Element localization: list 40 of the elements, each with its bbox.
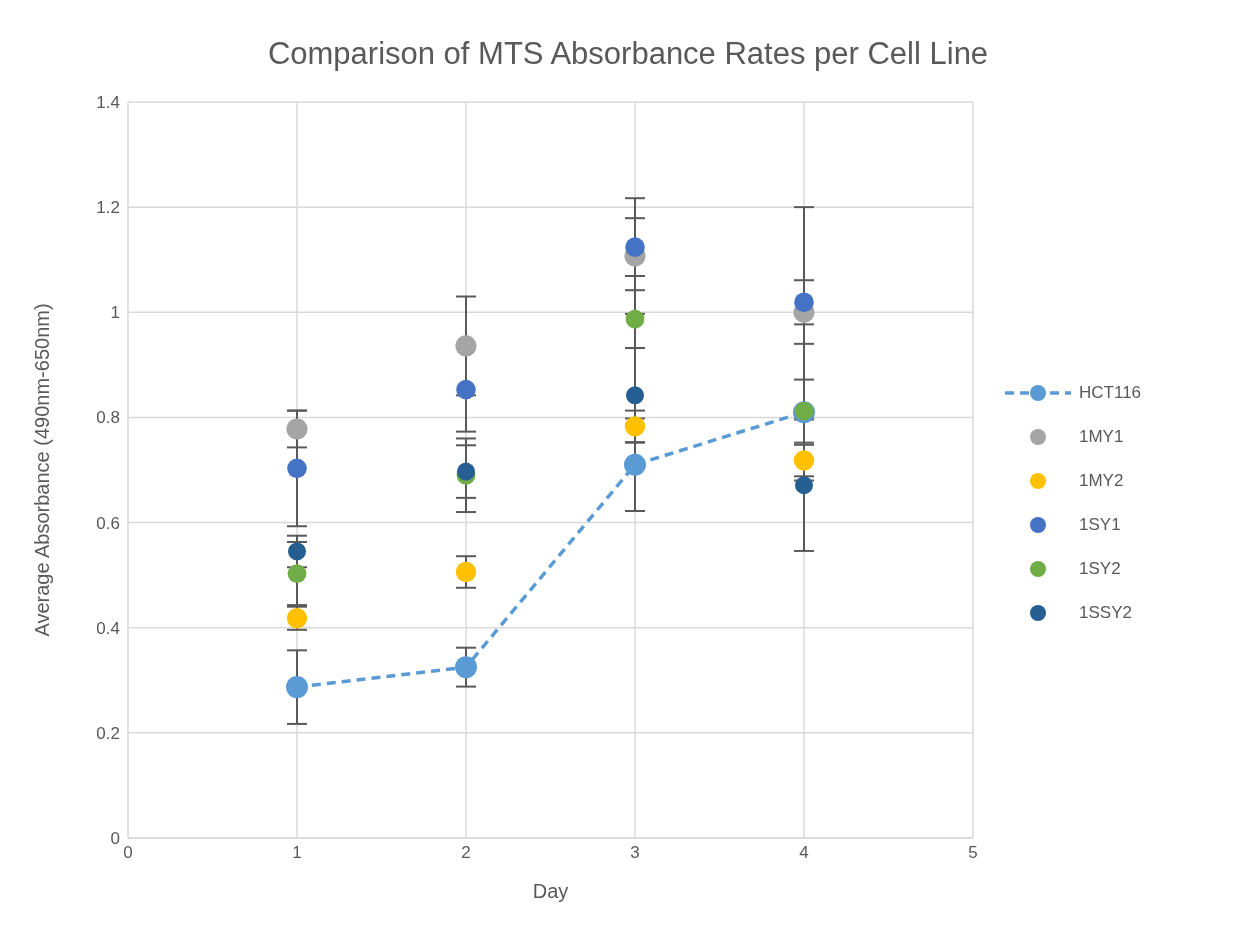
point [456,379,476,400]
point [625,237,645,257]
legend-label: 1SSY2 [1079,603,1132,623]
y-axis-title: Average Absorbance (490nm-650nm) [31,303,54,637]
point [455,561,477,583]
x-tick-label: 5 [968,843,978,863]
point [795,476,813,495]
y-tick-label: 1 [110,303,120,323]
point [287,458,307,479]
point [288,542,306,561]
point [455,335,477,357]
x-tick-label: 0 [123,843,133,863]
point [793,450,815,471]
legend-label: HCT116 [1079,383,1142,403]
legend-label: 1SY1 [1079,515,1121,535]
legend-label: 1SY2 [1079,559,1121,579]
legend-label: 1MY1 [1079,427,1124,447]
point [625,309,645,329]
legend-label: 1MY2 [1079,471,1124,491]
point [624,416,646,437]
y-tick-label: 0.6 [96,513,120,533]
x-tick-label: 2 [461,843,471,863]
y-tick-label: 1.4 [96,93,120,113]
y-tick-label: 0.8 [96,408,120,428]
y-tick-label: 0.4 [96,618,120,638]
point [286,676,308,699]
chart-title: Comparison of MTS Absorbance Rates per Cell Line [266,35,990,73]
point [626,386,644,405]
x-axis-title: Day [532,880,569,902]
x-tick-label: 1 [292,843,302,863]
y-tick-label: 1.2 [96,198,120,218]
y-tick-label: 0.2 [96,723,120,743]
x-tick-label: 4 [799,843,809,863]
point [794,292,814,313]
point [624,453,646,476]
point [455,656,477,679]
point [286,418,308,440]
point [287,564,307,583]
y-tick-label: 0 [110,829,120,849]
x-tick-label: 3 [630,843,640,863]
